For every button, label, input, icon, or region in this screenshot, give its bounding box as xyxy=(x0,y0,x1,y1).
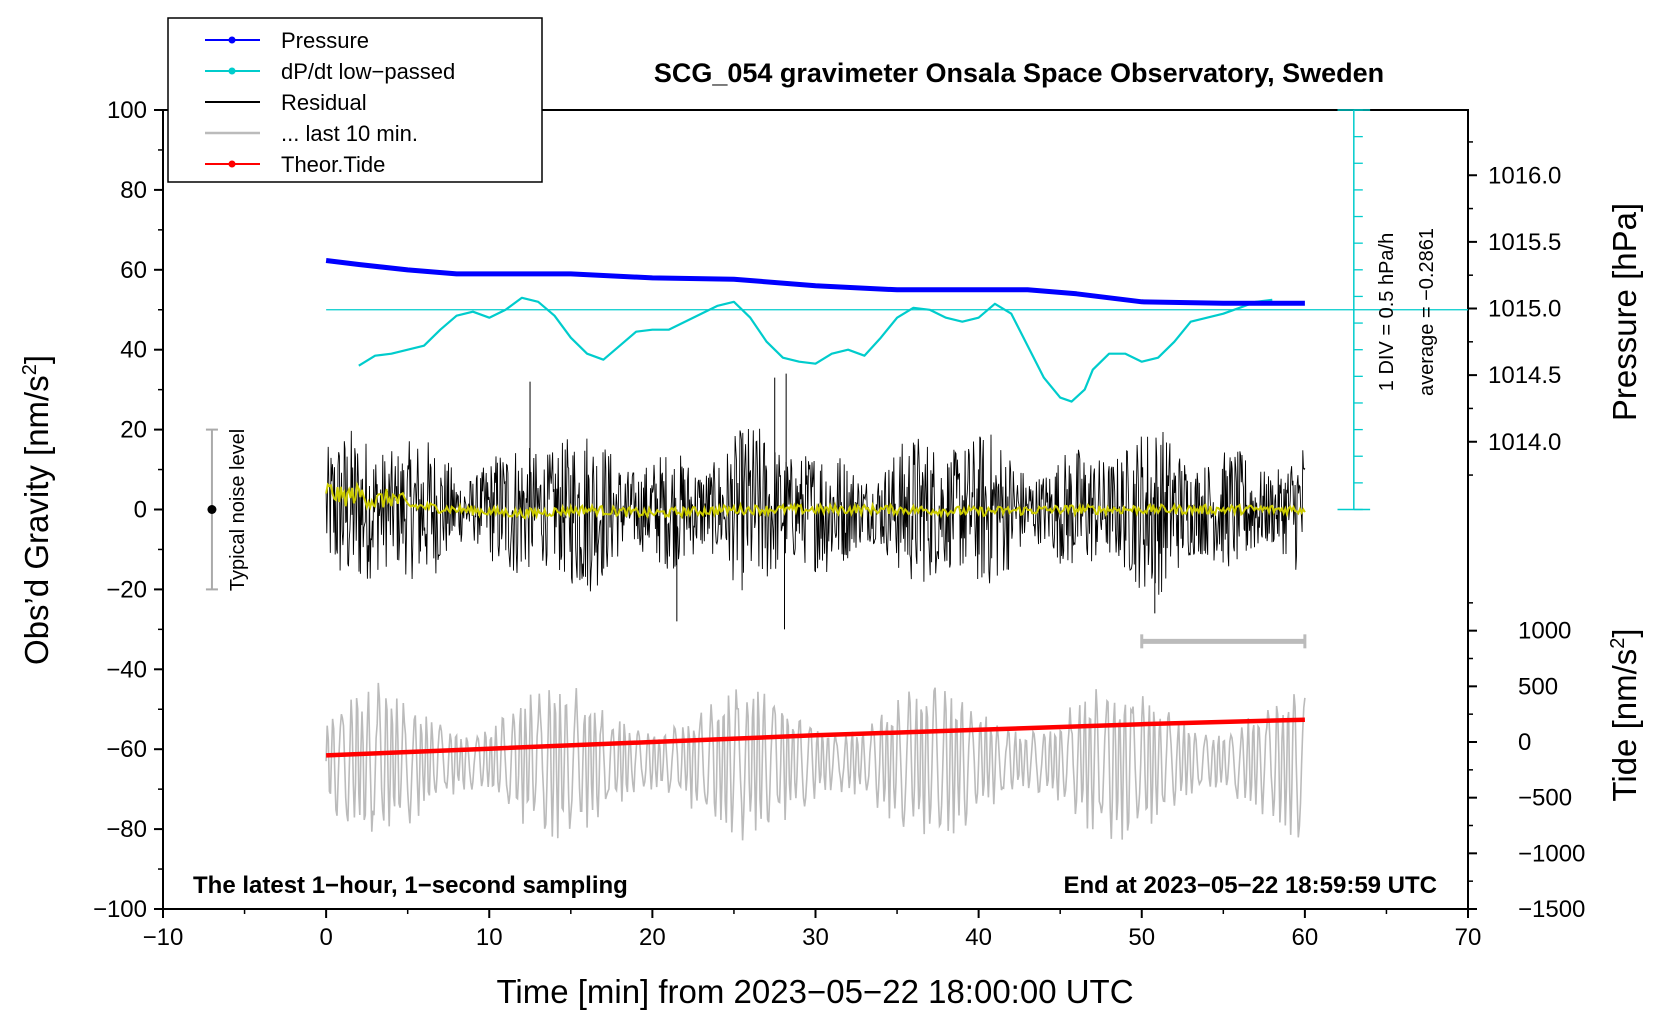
tide-tick-label: 500 xyxy=(1518,673,1558,700)
x-tick-label: 60 xyxy=(1292,924,1319,951)
axes-group: −10 0 10 20 30 40 50 60 70100806040200−20−40−60−… xyxy=(93,97,1585,951)
y-left-tick-label: −80 xyxy=(106,816,147,843)
pressure-tick-label: 1015.5 xyxy=(1488,229,1561,256)
y-left-tick-label: 60 xyxy=(120,257,147,284)
residual-smoothed-line xyxy=(325,481,1306,520)
y-left-label-main: Obs’d Gravity [nm/s xyxy=(18,375,55,665)
dpdt-average-label: average = −0.2861 xyxy=(1416,228,1438,396)
legend-box xyxy=(167,17,543,183)
y-left-tick-label: 40 xyxy=(120,337,147,364)
sampling-note: The latest 1−hour, 1−second sampling xyxy=(193,872,628,899)
annotation-group xyxy=(205,109,1468,649)
tide-tick-label: −500 xyxy=(1518,785,1572,812)
pressure-tick-label: 1014.5 xyxy=(1488,362,1561,389)
y-axis-label-pressure: Pressure [hPa] xyxy=(1606,203,1643,421)
legend-label-2: Residual xyxy=(281,90,367,115)
pressure-tick-label: 1014.0 xyxy=(1488,429,1561,456)
y-left-tick-label: −100 xyxy=(93,896,147,923)
dpdt-scale-label: 1 DIV = 0.5 hPa/h xyxy=(1376,233,1398,391)
x-tick-label: 40 xyxy=(965,924,992,951)
y-left-tick-label: 100 xyxy=(107,97,147,124)
x-tick-label: 50 xyxy=(1128,924,1155,951)
x-tick-label: 20 xyxy=(639,924,666,951)
tide-tick-label: −1500 xyxy=(1518,896,1585,923)
tide-label-main: Tide [nm/s xyxy=(1606,649,1643,802)
x-tick-label: 70 xyxy=(1455,924,1482,951)
tide-label-sup: 2 xyxy=(1607,638,1629,649)
residual-line xyxy=(325,428,1306,595)
y-left-tick-label: 20 xyxy=(120,417,147,444)
y-left-tick-label: −20 xyxy=(106,576,147,603)
series-group xyxy=(325,258,1306,841)
y-left-tick-label: −40 xyxy=(106,656,147,683)
tide-tick-label: 0 xyxy=(1518,729,1531,756)
chart-title: SCG_054 gravimeter Onsala Space Observat… xyxy=(654,58,1384,88)
x-tick-label: 30 xyxy=(802,924,829,951)
tide-label-end: ] xyxy=(1606,628,1643,637)
noise-bar-center xyxy=(207,505,217,514)
x-tick-label: −10 xyxy=(143,924,184,951)
tide-tick-label: 1000 xyxy=(1518,618,1571,645)
y-left-label-sup: 2 xyxy=(19,364,41,375)
pressure-tick-label: 1015.0 xyxy=(1488,296,1561,323)
y-left-label-end: ] xyxy=(18,355,55,364)
tide-line xyxy=(326,717,1305,758)
legend-label-0: Pressure xyxy=(281,28,369,53)
y-left-tick-label: 0 xyxy=(134,497,147,524)
legend-label-3: ... last 10 min. xyxy=(281,121,418,146)
x-tick-label: 10 xyxy=(476,924,503,951)
end-time-note: End at 2023−05−22 18:59:59 UTC xyxy=(1063,872,1437,899)
x-tick-label: 0 xyxy=(319,924,332,951)
x-axis-label: Time [min] from 2023−05−22 18:00:00 UTC xyxy=(496,973,1133,1010)
legend-marker-0 xyxy=(228,36,236,44)
noise-level-label: Typical noise level xyxy=(227,429,249,591)
legend-items: Pressure dP/dt low−passed Residual ... last… xyxy=(205,28,455,177)
tide-tick-label: −1000 xyxy=(1518,840,1585,867)
pressure-line xyxy=(325,258,1305,306)
dpdt-line xyxy=(358,296,1273,403)
y-left-tick-label: 80 xyxy=(120,177,147,204)
legend-marker-1 xyxy=(228,67,236,75)
last10-line xyxy=(325,682,1306,841)
y-left-tick-label: −60 xyxy=(106,736,147,763)
legend: Pressure dP/dt low−passed Residual ... last… xyxy=(167,17,543,183)
y-axis-label-left: Obs’d Gravity [nm/s2] xyxy=(18,355,55,665)
pressure-tick-label: 1016.0 xyxy=(1488,162,1561,189)
legend-label-1: dP/dt low−passed xyxy=(281,59,455,84)
legend-label-4: Theor.Tide xyxy=(281,152,385,177)
legend-marker-4 xyxy=(228,160,236,168)
y-axis-label-tide: Tide [nm/s2] xyxy=(1606,628,1643,801)
